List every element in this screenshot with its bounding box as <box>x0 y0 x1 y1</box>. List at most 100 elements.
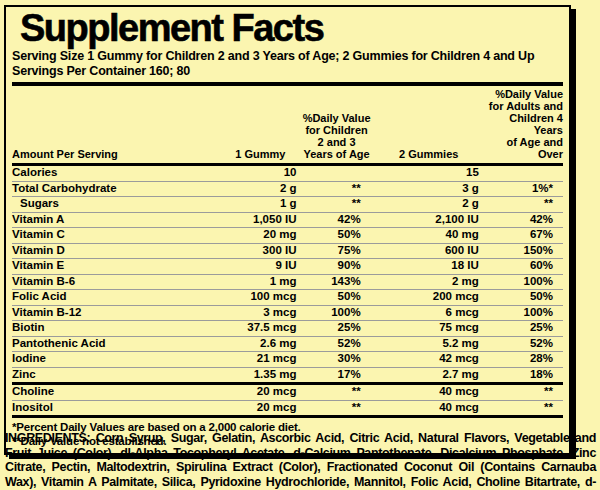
amount-2-gummies: 40 mcg <box>377 384 481 401</box>
dv-adults: 1%* <box>481 181 563 197</box>
nutrient-name: Vitamin A <box>12 212 224 228</box>
header-dv-children: %Daily Value for Children 2 and 3 Years … <box>297 86 377 165</box>
header-amount-per-serving: Amount Per Serving <box>12 86 224 165</box>
dv-children: 100% <box>297 305 377 321</box>
nutrient-name: Vitamin D <box>12 243 224 259</box>
table-row-vitamin-e: Vitamin E 9 IU 90% 18 IU 60% <box>12 259 563 275</box>
amount-1-gummy: 1,050 IU <box>224 212 296 228</box>
dv-adults: 25% <box>481 321 563 337</box>
dv-children: 25% <box>297 321 377 337</box>
dv-children: ** <box>297 400 377 415</box>
amount-2-gummies: 5.2 mg <box>377 336 481 352</box>
table-row-total-carbohydrate: Total Carbohydrate 2 g ** 3 g 1%* <box>12 181 563 197</box>
table-row-vitamin-a: Vitamin A 1,050 IU 42% 2,100 IU 42% <box>12 212 563 228</box>
dv-adults: 60% <box>481 259 563 275</box>
dv-children: ** <box>297 384 377 401</box>
nutrient-name: Choline <box>12 384 224 401</box>
dv-adults: 18% <box>481 367 563 384</box>
amount-2-gummies: 200 mcg <box>377 290 481 306</box>
dv-children: 50% <box>297 290 377 306</box>
amount-1-gummy: 1 mg <box>224 274 296 290</box>
amount-1-gummy: 21 mcg <box>224 352 296 368</box>
nutrient-name: Calories <box>12 165 224 182</box>
amount-1-gummy: 20 mg <box>224 228 296 244</box>
amount-1-gummy: 300 IU <box>224 243 296 259</box>
table-row-vitamin-c: Vitamin C 20 mg 50% 40 mg 67% <box>12 228 563 244</box>
ingredients-text: Corn Syrup, Sugar, Gelatin, Ascorbic Aci… <box>5 431 596 490</box>
table-row-calories: Calories 10 15 <box>12 165 563 182</box>
table-row-choline: Choline 20 mcg ** 40 mcg ** <box>12 384 563 401</box>
dv-adults: 67% <box>481 228 563 244</box>
amount-2-gummies: 40 mg <box>377 228 481 244</box>
dv-adults: 100% <box>481 274 563 290</box>
nutrient-name: Inositol <box>12 400 224 415</box>
dv-adults: ** <box>481 400 563 415</box>
amount-1-gummy: 20 mcg <box>224 400 296 415</box>
table-row-sugars: Sugars 1 g ** 2 g ** <box>12 197 563 213</box>
amount-2-gummies: 18 IU <box>377 259 481 275</box>
amount-1-gummy: 1 g <box>224 197 296 213</box>
amount-1-gummy: 20 mcg <box>224 384 296 401</box>
table-row-iodine: Iodine 21 mcg 30% 42 mcg 28% <box>12 352 563 368</box>
amount-2-gummies: 3 g <box>377 181 481 197</box>
nutrient-name: Sugars <box>12 197 224 213</box>
serving-size-text: Serving Size 1 Gummy for Children 2 and … <box>12 49 563 64</box>
amount-2-gummies: 600 IU <box>377 243 481 259</box>
amount-2-gummies: 15 <box>377 165 481 182</box>
nutrient-name: Folic Acid <box>12 290 224 306</box>
nutrient-table: Amount Per Serving 1 Gummy %Daily Value … <box>12 86 563 415</box>
nutrient-name: Vitamin E <box>12 259 224 275</box>
header-2-gummies: 2 Gummies <box>377 86 481 165</box>
amount-2-gummies: 2,100 IU <box>377 212 481 228</box>
dv-children: 75% <box>297 243 377 259</box>
amount-2-gummies: 75 mcg <box>377 321 481 337</box>
amount-2-gummies: 2 g <box>377 197 481 213</box>
dv-adults: 50% <box>481 290 563 306</box>
header-dv-adults: %Daily Value for Adults and Children 4 Y… <box>481 86 563 165</box>
dv-children: 42% <box>297 212 377 228</box>
amount-2-gummies: 40 mcg <box>377 400 481 415</box>
dv-adults: ** <box>481 384 563 401</box>
table-row-vitamin-b12: Vitamin B-12 3 mcg 100% 6 mcg 100% <box>12 305 563 321</box>
nutrient-name: Vitamin B-6 <box>12 274 224 290</box>
dv-adults: 100% <box>481 305 563 321</box>
amount-1-gummy: 3 mcg <box>224 305 296 321</box>
dv-children: 90% <box>297 259 377 275</box>
header-1-gummy: 1 Gummy <box>224 86 296 165</box>
table-row-pantothenic-acid: Pantothenic Acid 2.6 mg 52% 5.2 mg 52% <box>12 336 563 352</box>
dv-children: 50% <box>297 228 377 244</box>
supplement-facts-panel: Supplement Facts Serving Size 1 Gummy fo… <box>4 5 571 455</box>
amount-1-gummy: 100 mcg <box>224 290 296 306</box>
amount-2-gummies: 6 mcg <box>377 305 481 321</box>
table-row-inositol: Inositol 20 mcg ** 40 mcg ** <box>12 400 563 415</box>
nutrient-name: Vitamin B-12 <box>12 305 224 321</box>
table-row-biotin: Biotin 37.5 mcg 25% 75 mcg 25% <box>12 321 563 337</box>
amount-1-gummy: 2.6 mg <box>224 336 296 352</box>
dv-children: 30% <box>297 352 377 368</box>
dv-children: 52% <box>297 336 377 352</box>
nutrient-name: Biotin <box>12 321 224 337</box>
dv-children <box>297 165 377 182</box>
amount-1-gummy: 37.5 mcg <box>224 321 296 337</box>
dv-adults: 28% <box>481 352 563 368</box>
table-row-vitamin-d: Vitamin D 300 IU 75% 600 IU 150% <box>12 243 563 259</box>
amount-2-gummies: 42 mcg <box>377 352 481 368</box>
amount-1-gummy: 10 <box>224 165 296 182</box>
panel-title: Supplement Facts <box>12 10 563 46</box>
nutrient-name: Total Carbohydrate <box>12 181 224 197</box>
amount-2-gummies: 2 mg <box>377 274 481 290</box>
amount-1-gummy: 1.35 mg <box>224 367 296 384</box>
dv-children: ** <box>297 181 377 197</box>
ingredients-paragraph: INGREDIENTS: Corn Syrup, Sugar, Gelatin,… <box>5 431 596 490</box>
ingredients-label: INGREDIENTS: <box>5 431 90 445</box>
dv-adults: ** <box>481 197 563 213</box>
nutrient-name: Vitamin C <box>12 228 224 244</box>
nutrient-name: Iodine <box>12 352 224 368</box>
table-row-vitamin-b6: Vitamin B-6 1 mg 143% 2 mg 100% <box>12 274 563 290</box>
table-header-row: Amount Per Serving 1 Gummy %Daily Value … <box>12 86 563 165</box>
dv-adults <box>481 165 563 182</box>
servings-per-container-text: Servings Per Container 160; 80 <box>12 64 563 79</box>
amount-1-gummy: 9 IU <box>224 259 296 275</box>
dv-adults: 52% <box>481 336 563 352</box>
dv-adults: 150% <box>481 243 563 259</box>
